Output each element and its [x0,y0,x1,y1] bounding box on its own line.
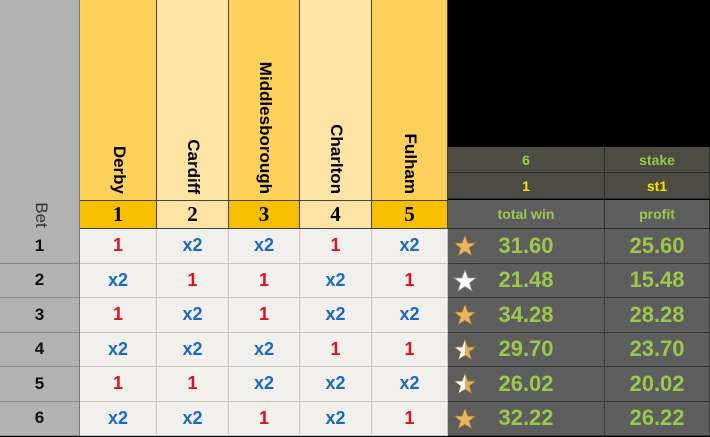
star-icon [453,303,477,326]
bet-number[interactable]: 4 [0,332,80,367]
bet-header-label: Bet [32,202,51,228]
total-win-cell[interactable]: 31.60 [448,229,605,264]
total-win-cell[interactable]: 26.02 [448,367,605,402]
pick-cell[interactable]: 1 [372,401,448,436]
pick-cell[interactable]: x2 [80,401,157,436]
pick-cell[interactable]: x2 [300,367,372,402]
team-header-3[interactable]: Middlesborough [229,0,300,200]
team-number-3[interactable]: 3 [229,200,300,229]
total-win-value: 26.02 [498,370,554,396]
pick-cell[interactable]: 1 [80,298,157,333]
pick-cell[interactable]: 1 [80,367,157,402]
pick-cell[interactable]: 1 [372,263,448,298]
pick-cell[interactable]: x2 [300,263,372,298]
pick-cell[interactable]: x2 [300,401,372,436]
team-name: Charlton [327,124,346,194]
team-number-4[interactable]: 4 [300,200,372,229]
pick-cell[interactable]: x2 [229,367,300,402]
team-number-2[interactable]: 2 [157,200,229,229]
profit-cell[interactable]: 25.60 [605,229,710,264]
profit-cell[interactable]: 20.02 [605,367,710,402]
pick-cell[interactable]: 1 [157,263,229,298]
team-name: Derby [109,145,129,194]
panel-stake-value[interactable]: 1 [448,173,605,199]
pick-cell[interactable]: x2 [229,229,300,264]
team-header-4[interactable]: Charlton [300,0,372,200]
pick-cell[interactable]: 1 [300,229,372,264]
profit-cell[interactable]: 23.70 [605,332,710,367]
total-win-value: 29.70 [498,336,554,362]
team-header-2[interactable]: Cardiff [157,0,229,200]
bet-number[interactable]: 1 [0,229,80,264]
bet-number[interactable]: 2 [0,263,80,298]
profit-cell[interactable]: 26.22 [605,401,710,436]
total-win-cell[interactable]: 21.48 [448,263,605,298]
bet-number[interactable]: 5 [0,367,80,402]
total-win-cell[interactable]: 29.70 [448,332,605,367]
bet-number[interactable]: 3 [0,298,80,333]
total-win-cell[interactable]: 34.28 [448,298,605,333]
pick-cell[interactable]: x2 [157,298,229,333]
profit-header[interactable]: profit [605,200,710,229]
panel-stake-ref[interactable]: st1 [605,173,710,199]
star-icon [453,372,477,395]
pick-cell[interactable]: 1 [372,332,448,367]
pick-cell[interactable]: x2 [372,367,448,402]
pick-cell[interactable]: x2 [80,332,157,367]
bet-column-header[interactable]: Bet [0,0,80,229]
profit-cell[interactable]: 28.28 [605,298,710,333]
profit-cell[interactable]: 15.48 [605,263,710,298]
star-icon [453,406,477,430]
team-name: Middlesborough [255,61,275,194]
team-name: Cardiff [184,139,203,194]
team-header-1[interactable]: Derby [80,0,157,200]
pick-cell[interactable]: 1 [229,401,300,436]
panel-count[interactable]: 6 [448,147,605,173]
pick-cell[interactable]: x2 [372,229,448,264]
pick-cell[interactable]: 1 [80,229,157,264]
total-win-value: 31.60 [498,232,554,258]
total-win-value: 34.28 [498,301,554,327]
bet-number[interactable]: 6 [0,401,80,436]
star-icon [453,337,477,361]
total-win-header[interactable]: total win [448,200,605,229]
star-icon [453,234,477,257]
pick-cell[interactable]: x2 [300,298,372,333]
pick-cell[interactable]: x2 [372,298,448,333]
team-number-1[interactable]: 1 [80,200,157,229]
pick-cell[interactable]: x2 [80,263,157,298]
pick-cell[interactable]: x2 [229,332,300,367]
total-win-value: 32.22 [498,405,554,431]
pick-cell[interactable]: 1 [157,367,229,402]
team-number-5[interactable]: 5 [372,200,448,229]
team-name: Fulham [401,133,420,194]
total-win-cell[interactable]: 32.22 [448,401,605,436]
pick-cell[interactable]: x2 [157,332,229,367]
pick-cell[interactable]: 1 [229,263,300,298]
total-win-value: 21.48 [498,267,554,293]
pick-cell[interactable]: x2 [157,401,229,436]
pick-cell[interactable]: 1 [229,298,300,333]
star-icon [453,268,477,292]
pick-cell[interactable]: 1 [300,332,372,367]
team-header-5[interactable]: Fulham [372,0,448,200]
panel-stake-label[interactable]: stake [605,147,710,173]
pick-cell[interactable]: x2 [157,229,229,264]
